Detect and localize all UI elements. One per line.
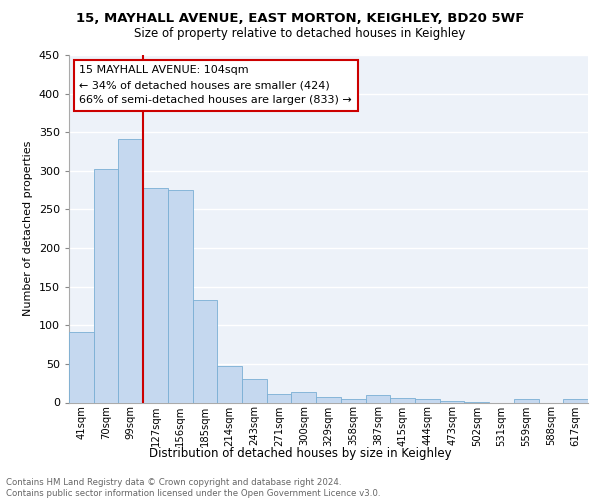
Bar: [242, 378, 267, 402]
Text: Contains HM Land Registry data © Crown copyright and database right 2024.
Contai: Contains HM Land Registry data © Crown c…: [6, 478, 380, 498]
Y-axis label: Number of detached properties: Number of detached properties: [23, 141, 33, 316]
Bar: [316, 397, 341, 402]
Bar: [193, 300, 217, 402]
Bar: [118, 139, 143, 402]
Bar: [390, 398, 415, 402]
Text: 15 MAYHALL AVENUE: 104sqm
← 34% of detached houses are smaller (424)
66% of semi: 15 MAYHALL AVENUE: 104sqm ← 34% of detac…: [79, 66, 352, 105]
Bar: [94, 168, 118, 402]
Bar: [217, 366, 242, 403]
Bar: [69, 332, 94, 402]
Text: Distribution of detached houses by size in Keighley: Distribution of detached houses by size …: [149, 448, 451, 460]
Bar: [514, 398, 539, 402]
Bar: [292, 392, 316, 402]
Bar: [341, 398, 365, 402]
Bar: [440, 401, 464, 402]
Bar: [563, 400, 588, 402]
Bar: [415, 400, 440, 402]
Bar: [168, 190, 193, 402]
Bar: [365, 395, 390, 402]
Text: Size of property relative to detached houses in Keighley: Size of property relative to detached ho…: [134, 28, 466, 40]
Bar: [267, 394, 292, 402]
Bar: [143, 188, 168, 402]
Text: 15, MAYHALL AVENUE, EAST MORTON, KEIGHLEY, BD20 5WF: 15, MAYHALL AVENUE, EAST MORTON, KEIGHLE…: [76, 12, 524, 26]
